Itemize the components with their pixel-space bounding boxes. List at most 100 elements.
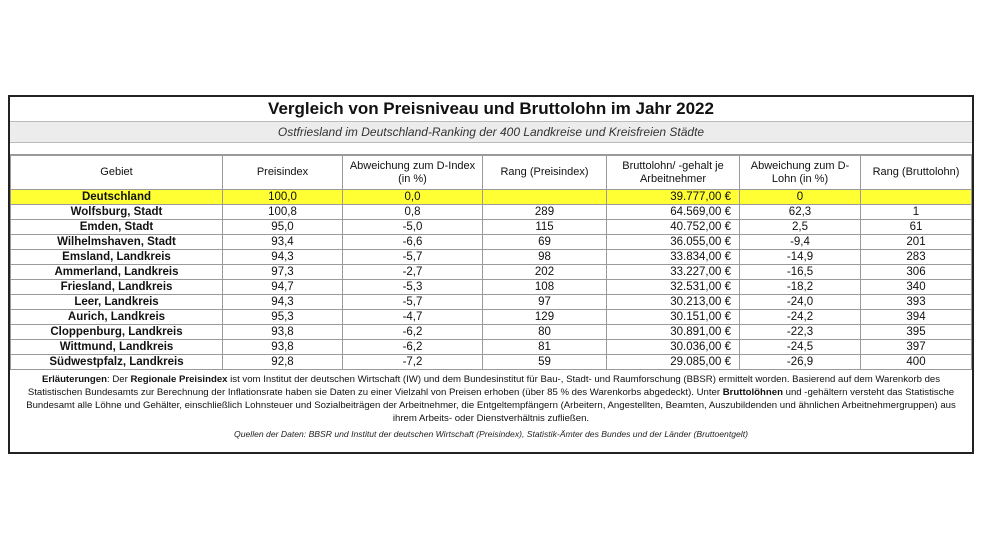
table-cell: -6,2 [342, 324, 483, 340]
table-cell: -2,7 [342, 264, 483, 280]
table-row: Emsland, Landkreis 94,3 -5,7 98 33.834,00 € -… [10, 249, 972, 265]
table-row: Emden, Stadt 95,0 -5,0 115 40.752,00 €2,5 61 [10, 219, 972, 235]
table-row: Cloppenburg, Landkreis 93,8 -6,2 80 30.891,0… [10, 324, 972, 340]
table-cell: 97,3 [222, 264, 343, 280]
table-cell: -5,7 [342, 249, 483, 265]
table-cell: 0,0 [342, 189, 483, 205]
column-header-abweichung-index: Abweichung zum D-Index (in %) [342, 155, 483, 190]
table-cell: -24,5 [739, 339, 861, 355]
table-cell: 108 [482, 279, 607, 295]
table-cell: 36.055,00 € [606, 234, 740, 250]
table-cell: -5,0 [342, 219, 483, 235]
table-cell: -14,9 [739, 249, 861, 265]
table-body: Deutschland 100,0 0,0 39.777,00 €0 Wolfsburg… [10, 189, 972, 370]
table-cell: 93,8 [222, 339, 343, 355]
table-cell: Leer, Landkreis [10, 294, 223, 310]
table-cell: Friesland, Landkreis [10, 279, 223, 295]
table-cell: -18,2 [739, 279, 861, 295]
table-cell: 0 [739, 189, 861, 205]
column-header-abweichung-lohn: Abweichung zum D-Lohn (in %) [739, 155, 861, 190]
table-cell: -5,3 [342, 279, 483, 295]
table-cell: 395 [860, 324, 972, 340]
table-cell: -9,4 [739, 234, 861, 250]
table-cell: -22,3 [739, 324, 861, 340]
table-cell: 289 [482, 204, 607, 220]
table-cell [482, 189, 607, 205]
table-cell: 69 [482, 234, 607, 250]
table-cell: -16,5 [739, 264, 861, 280]
table-row: Leer, Landkreis 94,3 -5,7 97 30.213,00 € -24,… [10, 294, 972, 310]
notes-bold-preisindex: Regionale Preisindex [130, 374, 228, 385]
spacer-row [10, 143, 972, 155]
column-header-rang-bruttolohn: Rang (Bruttolohn) [860, 155, 972, 190]
table-cell: 95,3 [222, 309, 343, 325]
table-cell: -6,6 [342, 234, 483, 250]
table-cell: 30.891,00 € [606, 324, 740, 340]
table-cell: -26,9 [739, 354, 861, 370]
table-row: Friesland, Landkreis 94,7 -5,3 108 32.531,00… [10, 279, 972, 295]
table-cell: 81 [482, 339, 607, 355]
notes-text-3: und -gehältern versteht das Statistische… [26, 387, 956, 424]
table-cell: Emden, Stadt [10, 219, 223, 235]
table-cell: 62,3 [739, 204, 861, 220]
notes-text-2: ist vom Institut der deutschen Wirtschaf… [27, 374, 941, 398]
table-row: Ammerland, Landkreis 97,3 -2,7 202 33.227,00… [10, 264, 972, 280]
table-cell: 202 [482, 264, 607, 280]
table-cell: 394 [860, 309, 972, 325]
table-cell: Emsland, Landkreis [10, 249, 223, 265]
table-cell: 283 [860, 249, 972, 265]
table-row: Südwestpfalz, Landkreis 92,8 -7,2 59 29.085,… [10, 354, 972, 370]
table-cell: 59 [482, 354, 607, 370]
table-cell: 97 [482, 294, 607, 310]
table-cell: -4,7 [342, 309, 483, 325]
table-cell: 400 [860, 354, 972, 370]
table-cell: 30.213,00 € [606, 294, 740, 310]
table-cell: Ammerland, Landkreis [10, 264, 223, 280]
column-header-preisindex: Preisindex [222, 155, 343, 190]
table-row-highlight: Deutschland 100,0 0,0 39.777,00 €0 [10, 189, 972, 205]
table-cell: 94,7 [222, 279, 343, 295]
data-source: Quellen der Daten: BBSR und Institut der… [234, 429, 748, 439]
table-cell: Wilhelmshaven, Stadt [10, 234, 223, 250]
table-cell: -5,7 [342, 294, 483, 310]
table-cell: 115 [482, 219, 607, 235]
table-cell: 98 [482, 249, 607, 265]
table-cell: Deutschland [10, 189, 223, 205]
table-cell: Südwestpfalz, Landkreis [10, 354, 223, 370]
table-cell: 393 [860, 294, 972, 310]
table-cell: 94,3 [222, 249, 343, 265]
table-cell: 93,4 [222, 234, 343, 250]
table-cell: 0,8 [342, 204, 483, 220]
table-cell: 29.085,00 € [606, 354, 740, 370]
notes-label: Erläuterungen [41, 374, 107, 385]
table-header-row: Gebiet Preisindex Abweichung zum D-Index… [10, 155, 972, 190]
table-cell: 80 [482, 324, 607, 340]
table-row: Wittmund, Landkreis 93,8 -6,2 81 30.036,00 €… [10, 339, 972, 355]
table-cell: 92,8 [222, 354, 343, 370]
table-cell: 306 [860, 264, 972, 280]
table-row: Aurich, Landkreis 95,3 -4,7 129 30.151,00 € -… [10, 309, 972, 325]
table-cell: 94,3 [222, 294, 343, 310]
table-cell: 39.777,00 € [606, 189, 740, 205]
table-cell: 95,0 [222, 219, 343, 235]
column-header-rang-preisindex: Rang (Preisindex) [482, 155, 607, 190]
table-cell: 100,0 [222, 189, 343, 205]
table-cell: Wolfsburg, Stadt [10, 204, 223, 220]
page-title: Vergleich von Preisniveau und Bruttolohn… [10, 97, 972, 122]
table-cell: 30.151,00 € [606, 309, 740, 325]
notes-bold-bruttoloehne: Bruttolöhnen [722, 387, 783, 398]
table-cell: 201 [860, 234, 972, 250]
table-cell: 1 [860, 204, 972, 220]
table-cell: 33.834,00 € [606, 249, 740, 265]
table-cell [860, 189, 972, 205]
notes-text-1: : Der [106, 374, 131, 385]
table-cell: 2,5 [739, 219, 861, 235]
table-row: Wolfsburg, Stadt 100,8 0,8 289 64.569,00 €62… [10, 204, 972, 220]
table-cell: Wittmund, Landkreis [10, 339, 223, 355]
table-cell: -7,2 [342, 354, 483, 370]
page-subtitle: Ostfriesland im Deutschland-Ranking der … [10, 122, 972, 143]
table-cell: 129 [482, 309, 607, 325]
column-header-gebiet: Gebiet [10, 155, 223, 190]
table-cell: -24,0 [739, 294, 861, 310]
table-cell: -6,2 [342, 339, 483, 355]
